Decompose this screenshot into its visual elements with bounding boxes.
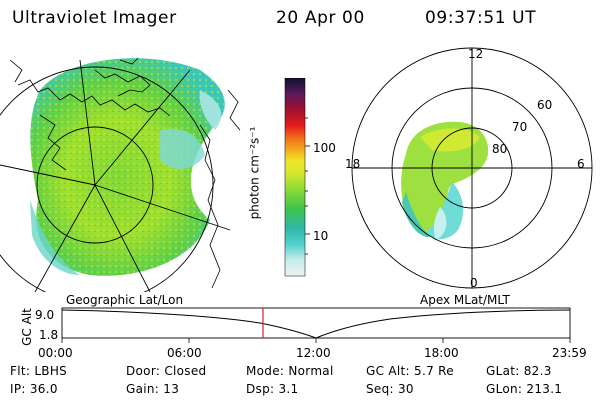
app-title: Ultraviolet Imager [12, 8, 177, 28]
info-door: Door: Closed [126, 364, 207, 378]
colorbar-tick-10: 10 [313, 229, 329, 243]
left-map-caption: Geographic Lat/Lon [66, 293, 184, 307]
colorbar-tick-100: 100 [313, 141, 336, 155]
mlt-label-12: 12 [468, 47, 484, 61]
time-tick-1200: 12:00 [296, 346, 331, 360]
mlt-grid [352, 48, 592, 288]
info-gain: Gain: 13 [126, 382, 180, 396]
geographic-image [0, 57, 241, 292]
time-tick-2359: 23:59 [552, 346, 587, 360]
right-map-caption: Apex MLat/MLT [420, 293, 510, 307]
info-mode: Mode: Normal [246, 364, 334, 378]
info-dsp: Dsp: 3.1 [246, 382, 299, 396]
aurora-oval [401, 121, 489, 237]
info-filter: Flt: LBHS [10, 364, 68, 378]
longitude-grid [0, 59, 231, 292]
altitude-timeline [61, 307, 571, 343]
mlt-label-18: 18 [345, 157, 361, 171]
time-tick-0600: 06:00 [167, 346, 202, 360]
colorbar-unit-label: photon cm⁻²s⁻¹ [247, 126, 262, 220]
colorbar-scale [284, 78, 306, 277]
info-seq: Seq: 30 [366, 382, 414, 396]
apex-polar-plot [351, 47, 593, 289]
observation-date: 20 Apr 00 [276, 8, 365, 28]
altitude-axis-label: GC Alt [19, 308, 34, 346]
time-tick-1800: 18:00 [424, 346, 459, 360]
observation-time: 09:37:51 UT [425, 8, 537, 28]
mlat-label-80: 80 [492, 142, 508, 156]
info-glon: GLon: 213.1 [486, 382, 563, 396]
time-tick-0000: 00:00 [38, 346, 73, 360]
info-gc-alt: GC Alt: 5.7 Re [366, 364, 454, 378]
latitude-grid [0, 66, 214, 292]
info-ip: IP: 36.0 [10, 382, 58, 396]
mlt-label-6: 6 [577, 157, 585, 171]
altitude-ymax: 9.0 [35, 308, 55, 322]
mlt-label-0: 0 [470, 276, 478, 290]
altitude-ymin: 1.8 [39, 328, 59, 342]
colorbar [284, 78, 310, 277]
mlat-label-60: 60 [537, 98, 553, 112]
info-glat: GLat: 82.3 [486, 364, 552, 378]
mlat-label-70: 70 [512, 120, 528, 134]
